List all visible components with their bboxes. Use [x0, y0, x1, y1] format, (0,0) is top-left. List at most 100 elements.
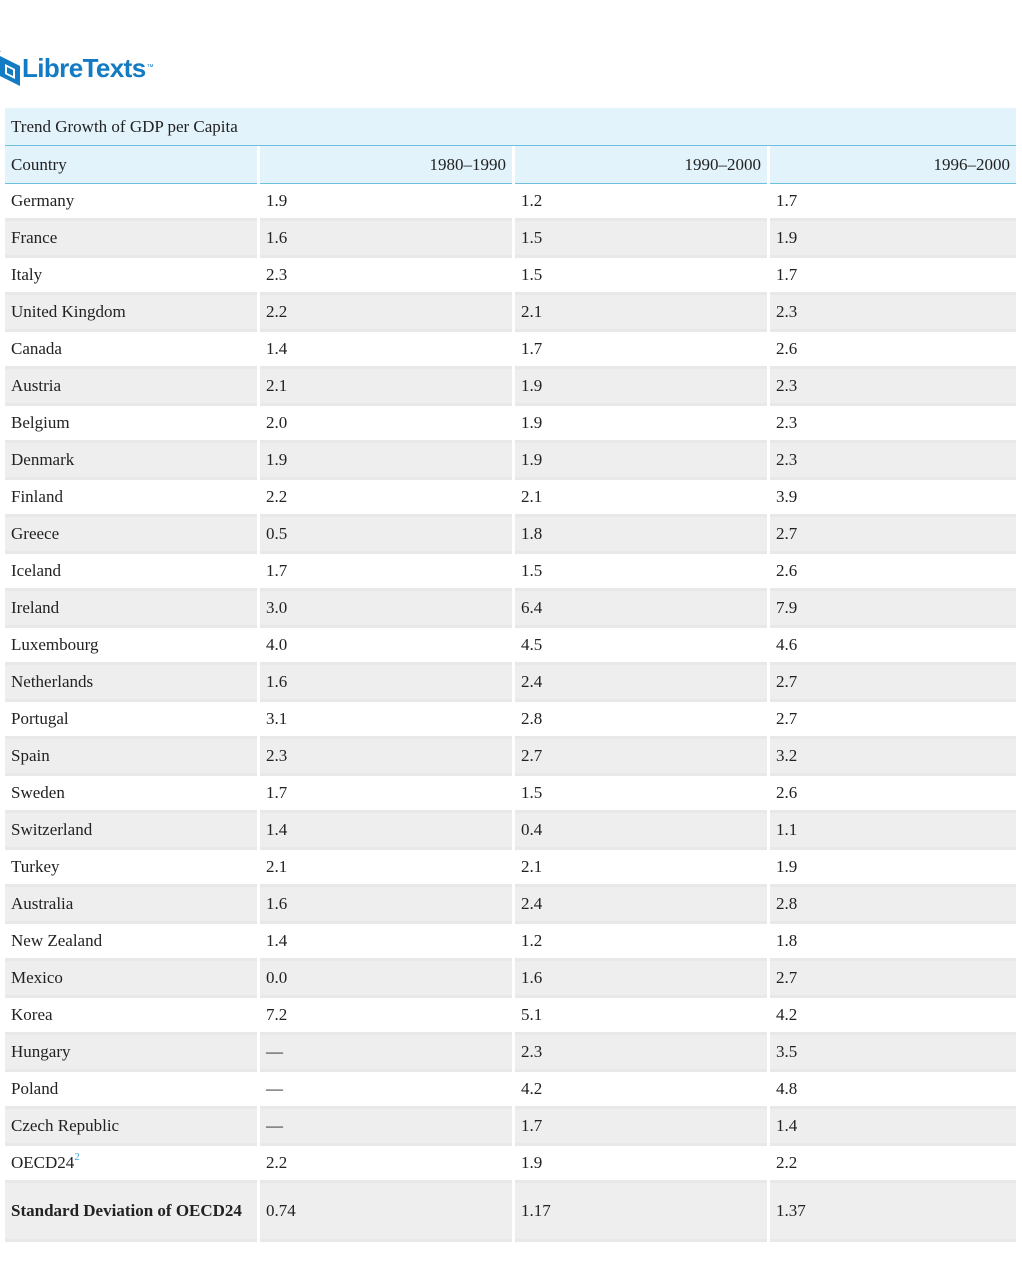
- value-cell: 1.9: [515, 443, 767, 480]
- growth-value: 1.9: [521, 413, 543, 432]
- growth-value: 4.8: [776, 1079, 798, 1098]
- table-row: Hungary — 2.3 3.5: [5, 1035, 1016, 1072]
- value-cell: 2.7: [515, 739, 767, 776]
- growth-value: 1.5: [521, 783, 543, 802]
- country-cell: Greece: [5, 517, 257, 554]
- growth-value: 1.9: [776, 228, 798, 247]
- country-name: Austria: [11, 376, 62, 395]
- value-cell: 1.6: [260, 887, 512, 924]
- footnote-link[interactable]: 2: [74, 1151, 80, 1163]
- header-country: Country: [5, 146, 257, 184]
- header-1980-1990: 1980–1990: [260, 146, 512, 184]
- growth-value: 2.1: [266, 857, 288, 876]
- country-cell: Portugal: [5, 702, 257, 739]
- growth-value: 7.2: [266, 1005, 288, 1024]
- country-cell: Canada: [5, 332, 257, 369]
- growth-value: 1.8: [776, 931, 798, 950]
- country-cell: Poland: [5, 1072, 257, 1109]
- growth-value: 1.7: [521, 1116, 543, 1135]
- growth-value: 6.4: [521, 598, 543, 617]
- value-cell: 2.3: [770, 406, 1016, 443]
- table-header-row: Country 1980–1990 1990–2000 1996–2000: [5, 146, 1016, 184]
- growth-value: 1.4: [776, 1116, 798, 1135]
- value-cell: 1.5: [515, 554, 767, 591]
- growth-value: 1.7: [776, 265, 798, 284]
- country-name: Poland: [11, 1079, 59, 1098]
- country-name: Switzerland: [11, 820, 93, 839]
- table-row: Belgium 2.0 1.9 2.3: [5, 406, 1016, 443]
- value-cell: 2.4: [515, 887, 767, 924]
- value-cell: 2.1: [515, 480, 767, 517]
- libretexts-logo[interactable]: LibreTexts ™: [0, 44, 154, 92]
- growth-value: —: [266, 1079, 283, 1098]
- value-cell: 1.7: [770, 184, 1016, 221]
- value-cell: 2.1: [260, 850, 512, 887]
- country-cell: Austria: [5, 369, 257, 406]
- value-cell: 1.7: [770, 258, 1016, 295]
- country-cell: Germany: [5, 184, 257, 221]
- country-cell: Netherlands: [5, 665, 257, 702]
- header-1990-2000: 1990–2000: [515, 146, 767, 184]
- gdp-table-container: Trend Growth of GDP per Capita Country 1…: [5, 108, 1017, 1242]
- country-name: Luxembourg: [11, 635, 99, 654]
- value-cell: 1.9: [770, 221, 1016, 258]
- growth-value: —: [266, 1116, 283, 1135]
- table-row: Mexico 0.0 1.6 2.7: [5, 961, 1016, 998]
- table-row: Canada 1.4 1.7 2.6: [5, 332, 1016, 369]
- value-cell: 2.6: [770, 332, 1016, 369]
- country-name: Italy: [11, 265, 43, 284]
- value-cell: 3.0: [260, 591, 512, 628]
- country-name: Sweden: [11, 783, 65, 802]
- growth-value: 1.5: [521, 228, 543, 247]
- growth-value: 2.3: [776, 450, 798, 469]
- growth-value: 1.4: [266, 339, 288, 358]
- value-cell: 1.5: [515, 221, 767, 258]
- table-row: Portugal 3.1 2.8 2.7: [5, 702, 1016, 739]
- growth-value: 2.1: [521, 487, 543, 506]
- country-name: Belgium: [11, 413, 70, 432]
- country-cell: Hungary: [5, 1035, 257, 1072]
- country-cell: Spain: [5, 739, 257, 776]
- growth-value: 2.6: [776, 339, 798, 358]
- growth-value: 1.7: [521, 339, 543, 358]
- growth-value: 3.0: [266, 598, 288, 617]
- value-cell: 1.8: [770, 924, 1016, 961]
- value-cell: 3.9: [770, 480, 1016, 517]
- country-name: Korea: [11, 1005, 53, 1024]
- gdp-growth-table: Trend Growth of GDP per Capita Country 1…: [2, 108, 1019, 1242]
- growth-value: 1.9: [521, 376, 543, 395]
- country-cell: United Kingdom: [5, 295, 257, 332]
- growth-value: 4.5: [521, 635, 543, 654]
- table-row: OECD242 2.2 1.9 2.2: [5, 1146, 1016, 1183]
- summary-value-cell: 1.17: [515, 1183, 767, 1242]
- country-cell: Italy: [5, 258, 257, 295]
- growth-value: 2.3: [776, 302, 798, 321]
- country-name: Ireland: [11, 598, 60, 617]
- growth-value: 1.9: [266, 191, 288, 210]
- value-cell: 1.5: [515, 776, 767, 813]
- growth-value: 2.1: [266, 376, 288, 395]
- summary-row: Standard Deviation of OECD24 0.74 1.17 1.37: [5, 1183, 1016, 1242]
- country-name: Turkey: [11, 857, 60, 876]
- value-cell: 1.9: [515, 1146, 767, 1183]
- value-cell: 0.4: [515, 813, 767, 850]
- growth-value: 2.4: [521, 894, 543, 913]
- value-cell: 2.7: [770, 517, 1016, 554]
- table-row: Poland — 4.2 4.8: [5, 1072, 1016, 1109]
- value-cell: 1.4: [260, 924, 512, 961]
- table-row: New Zealand 1.4 1.2 1.8: [5, 924, 1016, 961]
- country-name: Denmark: [11, 450, 75, 469]
- country-cell: Sweden: [5, 776, 257, 813]
- growth-value: 2.6: [776, 561, 798, 580]
- value-cell: 2.2: [260, 295, 512, 332]
- summary-value-cell: 1.37: [770, 1183, 1016, 1242]
- country-cell: Mexico: [5, 961, 257, 998]
- country-cell: Finland: [5, 480, 257, 517]
- country-name: Netherlands: [11, 672, 94, 691]
- value-cell: 0.5: [260, 517, 512, 554]
- table-row: Sweden 1.7 1.5 2.6: [5, 776, 1016, 813]
- value-cell: 2.3: [770, 443, 1016, 480]
- country-name: Mexico: [11, 968, 63, 987]
- growth-value: 1.9: [266, 450, 288, 469]
- growth-value: 1.6: [521, 968, 543, 987]
